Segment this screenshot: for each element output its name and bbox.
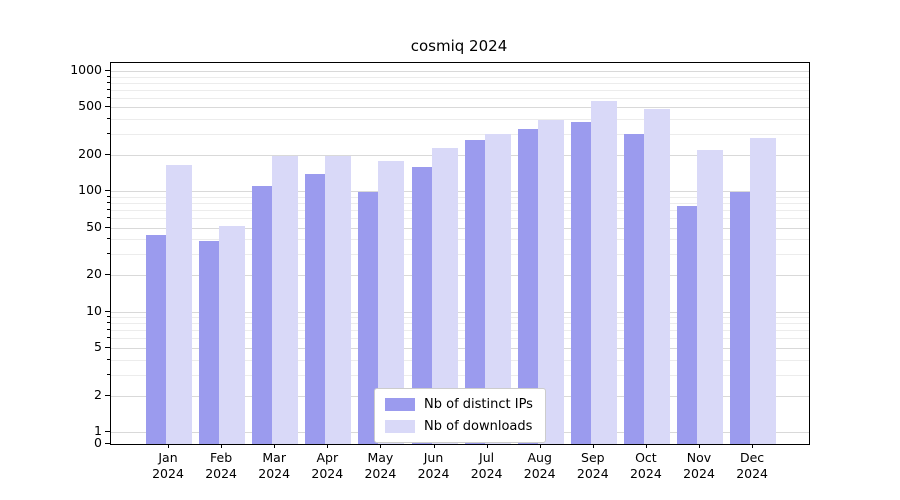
- y-tick-label: 20: [86, 266, 102, 282]
- y-minor-tick-mark: [107, 75, 110, 77]
- y-minor-tick-mark: [107, 208, 110, 210]
- x-tick-mark: [433, 444, 435, 448]
- x-tick-label: Apr 2024: [311, 450, 344, 482]
- y-minor-tick-mark: [107, 201, 110, 203]
- legend-label-distinct-ips: Nb of distinct IPs: [424, 397, 533, 412]
- legend-label-downloads: Nb of downloads: [424, 419, 533, 434]
- x-tick-mark: [327, 444, 329, 448]
- y-tick-mark: [105, 274, 110, 276]
- bar-downloads: [219, 225, 246, 444]
- y-minor-tick-mark: [107, 373, 110, 375]
- y-tick-label: 100: [78, 182, 102, 198]
- y-tick-label: 50: [86, 218, 102, 234]
- y-tick-mark: [105, 394, 110, 396]
- gridline-minor: [111, 89, 809, 91]
- x-tick-label: Jul 2024: [470, 450, 503, 482]
- x-tick-mark: [592, 444, 594, 448]
- bar-downloads: [166, 165, 192, 444]
- y-tick-label: 1: [94, 423, 102, 438]
- x-tick-label: Nov 2024: [683, 450, 715, 482]
- y-minor-tick-mark: [107, 238, 110, 240]
- legend-item-downloads: Nb of downloads: [385, 419, 533, 434]
- legend: Nb of distinct IPs Nb of downloads: [374, 388, 546, 443]
- y-tick-mark: [105, 106, 110, 108]
- x-tick-mark: [752, 444, 754, 448]
- gridline-major: [111, 107, 809, 109]
- y-tick-label: 1000: [70, 62, 102, 77]
- y-tick-label: 10: [86, 302, 102, 318]
- x-tick-mark: [168, 444, 169, 448]
- x-tick-label: Aug 2024: [523, 450, 556, 482]
- y-minor-tick-mark: [107, 329, 110, 331]
- legend-swatch-downloads: [385, 420, 415, 433]
- bar-downloads: [590, 101, 617, 444]
- y-minor-tick-mark: [107, 217, 110, 219]
- y-tick-mark: [105, 443, 110, 444]
- bar-downloads: [325, 155, 352, 444]
- y-minor-tick-mark: [107, 358, 110, 360]
- gridline-minor: [111, 118, 809, 120]
- bar-downloads: [272, 156, 299, 444]
- y-minor-tick-mark: [107, 117, 110, 119]
- y-tick-mark: [105, 431, 110, 432]
- legend-item-distinct-ips: Nb of distinct IPs: [385, 397, 533, 412]
- x-tick-mark: [699, 444, 700, 448]
- y-tick-mark: [105, 190, 110, 192]
- x-tick-label: May 2024: [364, 450, 397, 482]
- gridline-minor: [111, 76, 809, 78]
- x-tick-label: Sep 2024: [576, 450, 609, 482]
- y-tick-mark: [105, 70, 110, 71]
- x-tick-mark: [539, 444, 541, 448]
- x-tick-mark: [380, 444, 382, 448]
- legend-swatch-distinct-ips: [385, 398, 415, 411]
- bar-downloads: [697, 150, 723, 444]
- y-minor-tick-mark: [107, 195, 110, 197]
- x-tick-mark: [221, 444, 223, 448]
- x-tick-label: Dec 2024: [736, 450, 768, 482]
- gridline-major: [111, 71, 809, 72]
- y-minor-tick-mark: [107, 81, 110, 83]
- y-minor-tick-mark: [107, 316, 110, 318]
- y-tick-mark: [105, 346, 110, 348]
- gridline-minor: [111, 97, 809, 99]
- x-tick-label: Oct 2024: [629, 450, 662, 482]
- y-minor-tick-mark: [107, 132, 110, 134]
- gridline-minor: [111, 133, 809, 135]
- x-tick-label: Jun 2024: [417, 450, 450, 482]
- y-tick-mark: [105, 310, 110, 312]
- y-tick-label: 200: [78, 146, 102, 162]
- y-tick-label: 0: [94, 435, 102, 450]
- x-tick-mark: [486, 444, 488, 448]
- y-minor-tick-mark: [107, 96, 110, 98]
- x-tick-label: Feb 2024: [205, 450, 237, 482]
- y-tick-label: 5: [94, 338, 102, 354]
- y-minor-tick-mark: [107, 253, 110, 255]
- y-tick-mark: [105, 154, 110, 156]
- y-minor-tick-mark: [107, 88, 110, 90]
- y-minor-tick-mark: [107, 322, 110, 324]
- bar-downloads: [750, 137, 777, 444]
- x-tick-label: Mar 2024: [258, 450, 291, 482]
- y-minor-tick-mark: [107, 337, 110, 339]
- y-tick-label: 2: [94, 386, 102, 402]
- x-tick-mark: [274, 444, 276, 448]
- y-tick-mark: [105, 226, 110, 228]
- y-tick-label: 500: [78, 98, 102, 114]
- gridline-minor: [111, 82, 809, 84]
- x-tick-label: Jan 2024: [152, 450, 184, 482]
- x-tick-mark: [645, 444, 647, 448]
- chart-title: cosmiq 2024: [410, 37, 508, 55]
- bar-downloads: [643, 109, 670, 444]
